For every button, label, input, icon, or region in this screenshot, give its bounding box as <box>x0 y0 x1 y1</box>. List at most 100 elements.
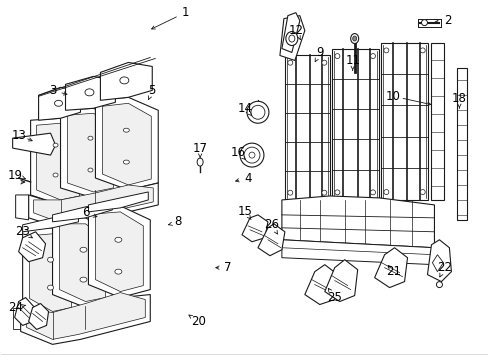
Polygon shape <box>61 108 120 198</box>
Polygon shape <box>16 195 29 220</box>
Ellipse shape <box>419 190 425 194</box>
Text: 23: 23 <box>15 225 30 238</box>
Ellipse shape <box>80 277 87 282</box>
Text: 12: 12 <box>288 24 303 37</box>
Polygon shape <box>281 196 433 248</box>
Ellipse shape <box>80 247 87 252</box>
Text: 4: 4 <box>244 171 251 185</box>
Ellipse shape <box>47 257 53 262</box>
Text: 18: 18 <box>451 92 466 105</box>
Text: 6: 6 <box>81 206 89 219</box>
Polygon shape <box>281 240 433 265</box>
Ellipse shape <box>115 237 122 242</box>
Text: 22: 22 <box>436 261 451 274</box>
Polygon shape <box>29 183 158 228</box>
Text: 16: 16 <box>230 145 245 159</box>
Ellipse shape <box>246 101 268 123</box>
Ellipse shape <box>53 173 58 177</box>
Polygon shape <box>102 103 151 185</box>
Polygon shape <box>88 206 150 298</box>
Polygon shape <box>331 49 378 200</box>
Ellipse shape <box>250 105 264 119</box>
Polygon shape <box>15 298 35 325</box>
Polygon shape <box>281 13 299 53</box>
Polygon shape <box>52 202 112 222</box>
Ellipse shape <box>88 136 93 140</box>
Polygon shape <box>30 234 71 311</box>
Text: 3: 3 <box>49 84 56 97</box>
Polygon shape <box>100 62 152 100</box>
Ellipse shape <box>244 147 260 163</box>
Polygon shape <box>52 218 112 307</box>
Text: 17: 17 <box>192 141 207 155</box>
Ellipse shape <box>53 143 58 147</box>
Text: 10: 10 <box>386 90 400 103</box>
Text: 1: 1 <box>181 6 188 19</box>
Text: 2: 2 <box>443 14 450 27</box>
Polygon shape <box>31 118 85 205</box>
Ellipse shape <box>383 48 388 53</box>
Text: 5: 5 <box>148 84 156 97</box>
Text: 13: 13 <box>11 129 26 142</box>
Text: 8: 8 <box>174 215 182 228</box>
Polygon shape <box>34 185 153 223</box>
Text: 11: 11 <box>345 54 360 67</box>
Text: 19: 19 <box>8 168 23 181</box>
Polygon shape <box>304 265 337 305</box>
Polygon shape <box>374 248 407 288</box>
Text: 9: 9 <box>315 46 323 59</box>
Polygon shape <box>456 68 467 220</box>
Polygon shape <box>29 303 48 329</box>
Polygon shape <box>285 55 329 200</box>
Ellipse shape <box>321 60 326 65</box>
Polygon shape <box>431 255 443 272</box>
Ellipse shape <box>334 54 339 59</box>
Text: 24: 24 <box>8 301 23 314</box>
Ellipse shape <box>115 269 122 274</box>
Polygon shape <box>19 232 45 262</box>
Ellipse shape <box>352 36 356 41</box>
Polygon shape <box>60 224 105 302</box>
Polygon shape <box>26 293 145 339</box>
Ellipse shape <box>88 168 93 172</box>
Ellipse shape <box>47 285 53 290</box>
Polygon shape <box>67 113 113 192</box>
Ellipse shape <box>287 190 292 195</box>
Text: 14: 14 <box>237 102 252 115</box>
Ellipse shape <box>248 152 254 158</box>
Polygon shape <box>430 42 444 200</box>
Ellipse shape <box>120 77 128 84</box>
Polygon shape <box>37 123 80 200</box>
Text: 21: 21 <box>386 265 400 278</box>
Ellipse shape <box>123 128 129 132</box>
Ellipse shape <box>287 60 292 65</box>
Ellipse shape <box>370 190 375 195</box>
Ellipse shape <box>350 33 358 44</box>
Ellipse shape <box>370 54 375 59</box>
Polygon shape <box>380 42 427 200</box>
Ellipse shape <box>436 282 442 288</box>
Polygon shape <box>20 294 150 345</box>
Ellipse shape <box>421 20 427 26</box>
Polygon shape <box>88 192 148 212</box>
Ellipse shape <box>321 190 326 195</box>
Polygon shape <box>242 215 267 242</box>
Ellipse shape <box>240 143 264 167</box>
Polygon shape <box>39 87 81 120</box>
Text: 7: 7 <box>224 261 231 274</box>
Ellipse shape <box>123 160 129 164</box>
Ellipse shape <box>197 158 203 166</box>
Polygon shape <box>427 240 450 282</box>
Polygon shape <box>95 97 158 190</box>
Text: 15: 15 <box>237 205 252 219</box>
Polygon shape <box>258 224 285 256</box>
Text: 26: 26 <box>264 218 279 231</box>
Ellipse shape <box>285 32 297 45</box>
Text: 20: 20 <box>190 315 205 328</box>
Polygon shape <box>95 212 143 292</box>
Polygon shape <box>22 228 78 318</box>
Polygon shape <box>279 15 304 60</box>
Polygon shape <box>65 76 115 110</box>
Polygon shape <box>22 215 78 232</box>
Ellipse shape <box>383 190 388 194</box>
